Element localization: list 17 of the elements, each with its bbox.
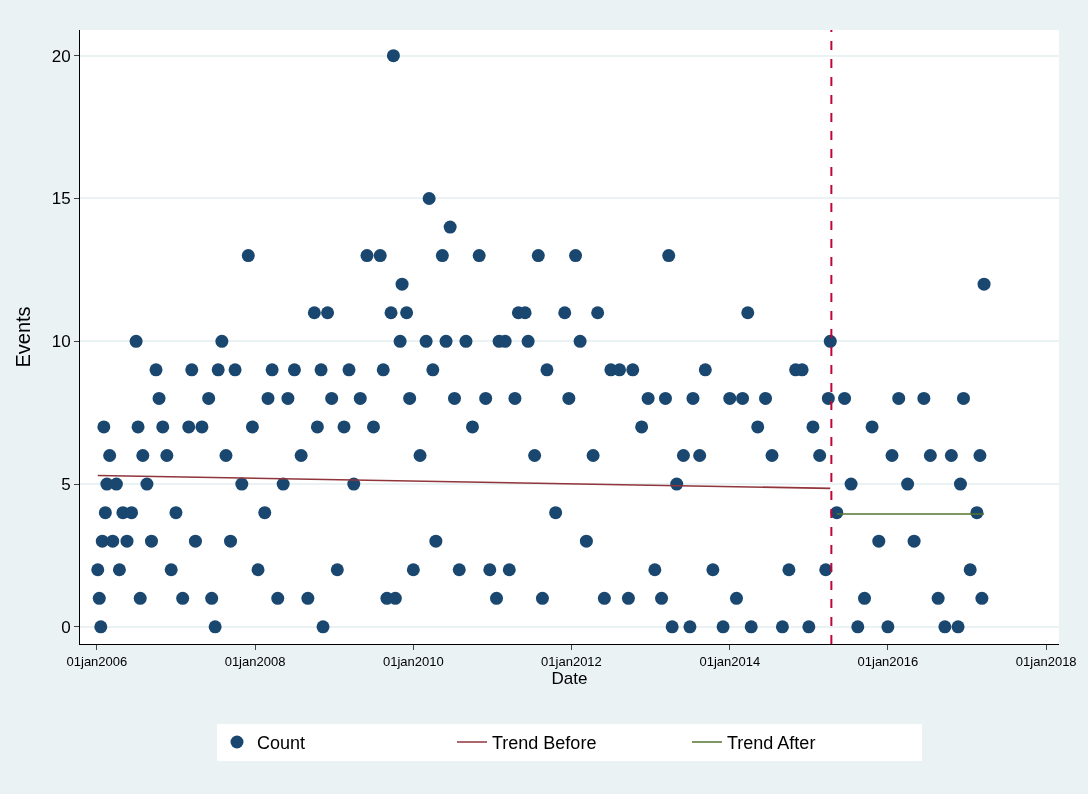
legend-label: Trend After (727, 733, 816, 754)
x-tick-label: 01jan2010 (382, 653, 444, 669)
y-tick-label: 0 (61, 617, 71, 637)
x-tick-label: 01jan2006 (66, 653, 128, 669)
x-tick-label: 01jan2016 (857, 653, 919, 669)
x-tick-label: 01jan2018 (1015, 653, 1077, 669)
y-axis-title: Events (12, 306, 35, 368)
y-tick-label: 5 (61, 475, 71, 495)
legend-label: Count (257, 733, 306, 754)
x-tick-label: 01jan2008 (224, 653, 286, 669)
y-tick-label: 15 (51, 189, 71, 209)
x-tick-label: 01jan2012 (541, 653, 602, 669)
legend-label: Trend Before (492, 733, 597, 754)
y-tick-label: 20 (51, 46, 71, 66)
y-tick-label: 10 (51, 332, 71, 352)
x-tick-label: 01jan2014 (699, 653, 761, 669)
x-axis-title: Date (551, 668, 588, 688)
